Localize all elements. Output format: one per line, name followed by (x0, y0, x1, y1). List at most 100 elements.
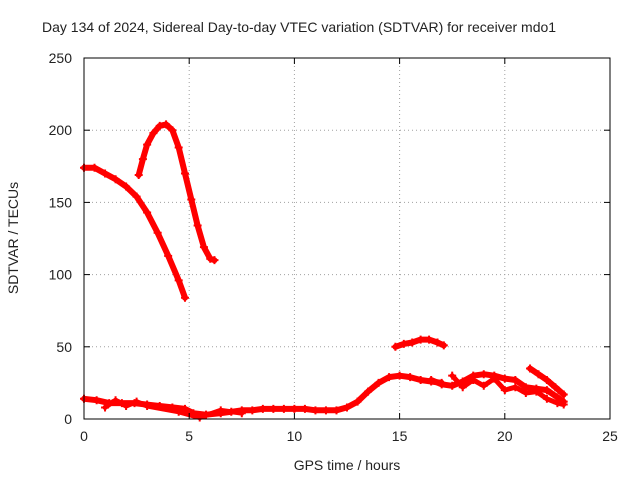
data-point-track-1-10 (180, 293, 189, 302)
data-point-track-3-spread-1 (111, 396, 120, 405)
series-track-2 (135, 121, 218, 264)
data-point-track-2-7 (174, 143, 183, 152)
data-point-track-6-3 (551, 383, 560, 392)
data-point-track-5-spread-2 (469, 376, 478, 385)
data-point-track-5-spread-11 (559, 400, 568, 409)
y-tick-label-4: 200 (49, 122, 73, 138)
data-point-track-3-15 (258, 404, 267, 413)
data-point-track-2-4 (155, 121, 164, 130)
data-point-track-3-21 (321, 406, 330, 415)
data-point-track-3-14 (248, 406, 257, 415)
data-point-track-1-5 (132, 192, 141, 201)
data-point-track-5-spread-1 (458, 383, 467, 392)
data-point-track-3-spread-7 (216, 406, 225, 415)
data-point-track-2-2 (143, 140, 152, 149)
data-point-track-1-3 (111, 175, 120, 184)
y-tick-label-5: 250 (49, 50, 73, 66)
data-point-track-1-6 (143, 208, 152, 217)
data-point-track-5-11 (542, 386, 551, 395)
data-point-track-2-3 (149, 129, 158, 138)
data-point-track-5-0 (427, 376, 436, 385)
data-point-track-5-spread-10 (553, 399, 562, 408)
data-point-track-5-8 (511, 376, 520, 385)
data-point-track-2-10 (193, 221, 202, 230)
y-tick-label-3: 150 (49, 194, 73, 210)
x-tick-label-0: 0 (80, 428, 88, 444)
chart-title: Day 134 of 2024, Sidereal Day-to-day VTE… (42, 19, 556, 35)
data-point-track-1-4 (122, 182, 131, 191)
x-tick-label-2: 10 (287, 428, 303, 444)
data-point-track-3-18 (290, 404, 299, 413)
x-axis-label: GPS time / hours (294, 457, 401, 473)
data-point-track-3-16 (269, 404, 278, 413)
data-point-track-3-1 (92, 396, 101, 405)
data-point-track-3-23 (343, 403, 351, 412)
data-point-track-2-0 (134, 170, 143, 179)
data-point-track-3-27 (385, 373, 394, 382)
data-point-track-5-spread-9 (542, 394, 551, 403)
data-point-track-2-13 (210, 256, 219, 265)
y-tick-label-2: 100 (49, 267, 73, 283)
data-point-track-4-0 (391, 342, 400, 351)
x-tick-label-4: 20 (497, 428, 513, 444)
data-point-track-4-4 (425, 335, 434, 344)
data-point-track-2-5 (162, 120, 171, 129)
data-point-track-6-1 (534, 370, 543, 379)
data-point-track-3-22 (332, 406, 341, 415)
data-point-track-5-spread-0 (448, 371, 457, 380)
data-point-track-6-4 (559, 390, 568, 399)
data-point-track-3-29 (406, 373, 415, 382)
data-point-track-1-8 (164, 251, 173, 260)
data-point-track-5-spread-7 (521, 389, 530, 398)
data-point-track-2-1 (138, 155, 147, 164)
data-point-track-6-0 (526, 364, 535, 373)
y-tick-label-0: 0 (64, 411, 72, 427)
grid (84, 58, 610, 419)
data-point-track-3-19 (300, 404, 309, 413)
data-point-track-3-24 (353, 397, 362, 406)
data-point-track-1-9 (174, 276, 183, 285)
data-point-track-3-spread-8 (237, 409, 246, 418)
data-series (80, 120, 568, 422)
data-point-track-3-17 (279, 404, 288, 413)
data-point-track-3-spread-3 (132, 397, 141, 406)
y-axis-label: SDTVAR / TECUs (5, 182, 21, 294)
data-point-track-4-2 (408, 338, 417, 347)
data-point-track-5-spread-6 (511, 383, 520, 392)
data-point-track-3-spread-0 (101, 403, 110, 412)
data-point-track-5-spread-8 (532, 387, 541, 396)
data-point-track-3-25 (364, 387, 373, 396)
data-point-track-1-2 (101, 169, 110, 178)
data-point-track-3-30 (416, 376, 425, 385)
data-point-track-3-spread-5 (174, 407, 183, 416)
data-point-track-4-3 (416, 335, 425, 344)
y-tick-label-1: 50 (56, 339, 72, 355)
series-track-1 (81, 164, 188, 301)
data-point-track-4-1 (399, 339, 408, 348)
data-point-track-1-1 (90, 163, 99, 172)
data-point-track-1-7 (153, 228, 162, 237)
plot-frame (83, 57, 611, 420)
data-point-track-2-12 (206, 254, 215, 263)
data-point-track-3-spread-6 (195, 413, 204, 422)
data-point-track-3-spread-2 (122, 402, 131, 411)
data-point-track-2-11 (199, 243, 208, 252)
data-point-track-5-7 (500, 374, 509, 383)
data-point-track-5-spread-5 (500, 386, 509, 395)
data-point-track-5-5 (479, 370, 488, 379)
data-point-track-5-1 (437, 380, 446, 389)
x-tick-label-3: 15 (392, 428, 408, 444)
data-point-track-3-26 (374, 378, 383, 387)
data-point-track-5-spread-4 (490, 374, 499, 383)
data-point-track-3-28 (395, 371, 404, 380)
data-point-track-2-6 (168, 126, 177, 135)
data-point-track-5-spread-3 (479, 381, 488, 390)
data-point-track-4-6 (439, 341, 448, 350)
x-tick-label-1: 5 (185, 428, 193, 444)
data-point-track-2-8 (180, 169, 189, 178)
data-point-track-2-9 (187, 195, 196, 204)
data-point-track-6-2 (542, 376, 551, 385)
data-point-track-5-2 (448, 381, 457, 390)
